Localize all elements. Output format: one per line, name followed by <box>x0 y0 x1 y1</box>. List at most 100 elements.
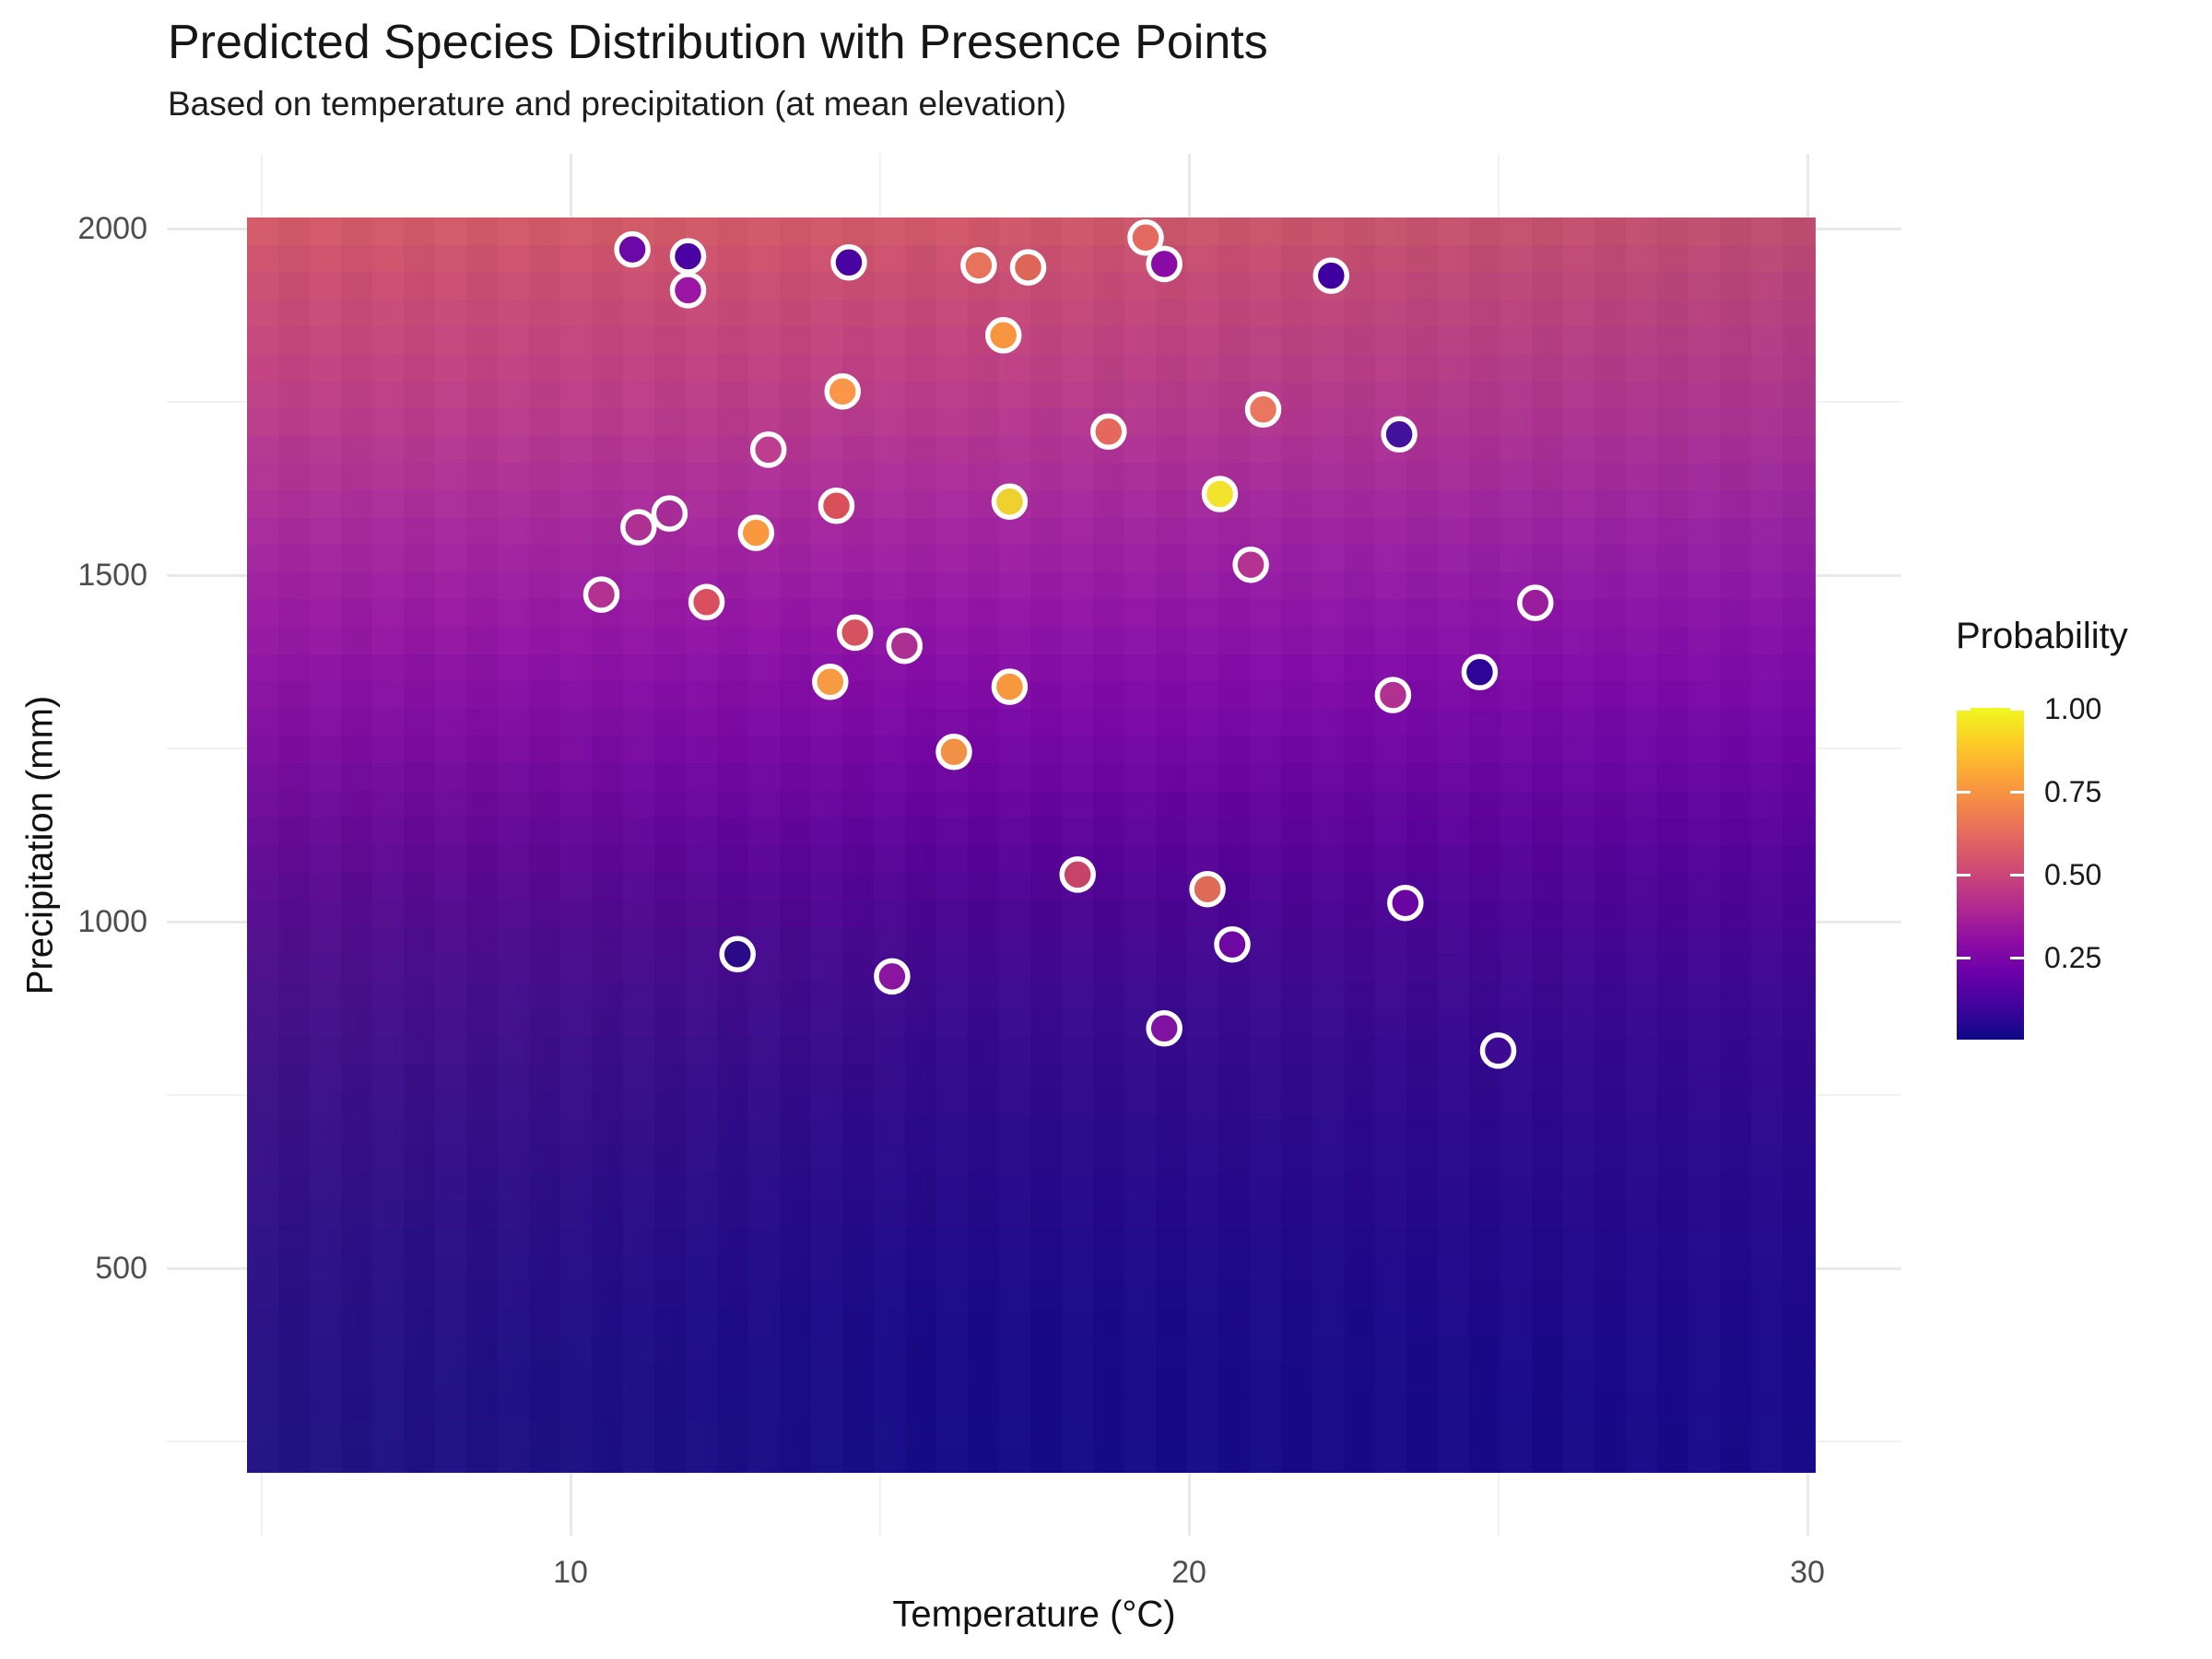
presence-point <box>1127 219 1164 256</box>
presence-point <box>812 664 849 700</box>
raster-band <box>247 1199 1816 1228</box>
legend-tick-mark <box>1957 707 1971 711</box>
legend-tick-label: 0.75 <box>2044 775 2102 808</box>
raster-band <box>247 844 1816 874</box>
presence-point <box>886 627 924 665</box>
legend-title: Probability <box>1956 616 2128 656</box>
presence-point <box>1381 416 1418 453</box>
raster-band <box>247 299 1816 327</box>
raster-band <box>247 735 1816 764</box>
raster-band <box>247 599 1816 628</box>
raster-band <box>247 1418 1816 1446</box>
raster-band <box>247 1117 1816 1147</box>
presence-point <box>830 244 867 281</box>
y-tick-label: 1000 <box>77 904 147 939</box>
raster-band <box>247 954 1816 982</box>
raster-band <box>247 627 1816 655</box>
raster-band <box>247 1063 1816 1091</box>
raster-band <box>247 926 1816 955</box>
raster-band <box>247 545 1816 573</box>
legend-tick-mark <box>1957 873 1971 877</box>
raster-band <box>247 872 1816 900</box>
presence-point <box>1461 653 1499 691</box>
legend-tick-label: 1.00 <box>2044 692 2102 725</box>
presence-point <box>688 583 725 621</box>
raster-band <box>247 1309 1816 1337</box>
presence-point <box>1232 546 1269 583</box>
x-tick-label: 30 <box>1790 1555 1825 1590</box>
raster-band <box>247 571 1816 601</box>
presence-point <box>874 958 911 995</box>
presence-point <box>935 734 972 771</box>
legend-tick-label: 0.50 <box>2044 858 2102 891</box>
x-tick-label: 10 <box>553 1555 588 1590</box>
presence-point <box>1090 413 1127 451</box>
raster-band <box>247 900 1816 928</box>
raster-band <box>247 1145 1816 1173</box>
raster-band <box>247 1172 1816 1201</box>
raster-band <box>247 981 1816 1010</box>
page-title: Predicted Species Distribution with Pres… <box>168 16 1268 69</box>
y-tick-label: 2000 <box>77 211 147 246</box>
raster-band <box>247 653 1816 682</box>
legend-tick-mark <box>2010 707 2024 711</box>
raster-band <box>247 1253 1816 1283</box>
presence-point <box>1244 391 1282 429</box>
raster-band <box>247 681 1816 710</box>
raster-band <box>247 708 1816 737</box>
presence-point <box>582 576 620 613</box>
raster-band <box>247 1227 1816 1255</box>
presence-point <box>1189 870 1226 908</box>
presence-point <box>1387 884 1424 922</box>
raster-band <box>247 1363 1816 1392</box>
plot-subtitle: Based on temperature and precipitation (… <box>168 85 1066 123</box>
presence-point <box>651 495 688 532</box>
legend-tick-mark <box>2010 873 2024 877</box>
presence-point <box>669 238 707 275</box>
presence-point <box>836 614 874 652</box>
raster-band <box>247 790 1816 818</box>
presence-point <box>1009 249 1047 286</box>
presence-point <box>614 230 651 268</box>
raster-band <box>247 381 1816 409</box>
y-tick-label: 500 <box>95 1251 147 1286</box>
presence-point <box>1312 257 1350 294</box>
raster-band <box>247 1281 1816 1310</box>
legend-tick-mark <box>2010 956 2024 959</box>
raster-band <box>247 490 1816 519</box>
x-axis-title: Temperature (°C) <box>892 1594 1176 1635</box>
raster-band <box>247 353 1816 382</box>
presence-point <box>1146 1010 1182 1047</box>
presence-point <box>1146 245 1182 283</box>
raster-band <box>247 1391 1816 1419</box>
raster-band <box>247 763 1816 792</box>
presence-point <box>1201 476 1239 512</box>
legend-tick-mark <box>1957 956 1971 959</box>
presence-point <box>719 935 756 973</box>
presence-point <box>1374 677 1412 713</box>
raster-band <box>247 435 1816 465</box>
presence-point <box>824 372 861 410</box>
legend-tick-mark <box>2010 790 2024 794</box>
presence-point <box>749 431 787 468</box>
raster-band <box>247 408 1816 437</box>
raster-band <box>247 218 1816 246</box>
presence-point <box>991 483 1029 521</box>
presence-point <box>1059 856 1096 893</box>
raster-band <box>247 1008 1816 1037</box>
x-tick-label: 20 <box>1171 1555 1206 1590</box>
raster-band <box>247 326 1816 355</box>
presence-point <box>1479 1032 1517 1069</box>
raster-band <box>247 1335 1816 1364</box>
presence-point <box>737 514 775 551</box>
presence-point <box>960 247 997 284</box>
raster-band <box>247 1090 1816 1119</box>
presence-point <box>669 272 707 309</box>
presence-point <box>1517 584 1554 621</box>
presence-point <box>1214 926 1251 963</box>
probability-raster <box>247 218 1816 1473</box>
presence-point <box>818 488 855 524</box>
y-tick-label: 1500 <box>77 558 147 593</box>
raster-band <box>247 818 1816 846</box>
